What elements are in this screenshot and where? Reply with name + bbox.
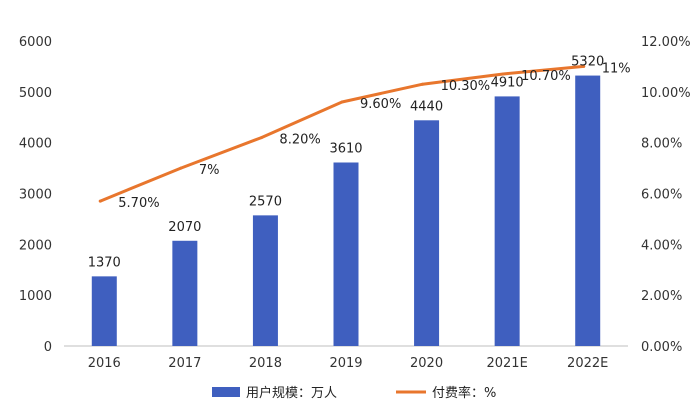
line-point [259,136,263,140]
y-right-tick-label: 4.00% [641,238,682,253]
y-left-tick-label: 0 [44,340,52,355]
bar [414,120,440,346]
bar-value-label: 3610 [329,141,362,156]
line-point [98,199,102,203]
legend-label-bar: 用户规模：万人 [246,385,337,401]
bar-series [91,75,601,347]
bar-value-label: 4440 [410,99,443,114]
x-tick-label: 2018 [249,356,282,371]
line-point [501,72,505,76]
y-left-tick-label: 4000 [19,137,52,152]
axes: 0 1000 2000 3000 4000 5000 6000 0.00% 2.00% 4.00%… [19,35,691,371]
y-right-tick-label: 2.00% [641,289,682,304]
line-point [421,82,425,86]
bar-value-label: 2570 [249,194,282,209]
x-tick-label: 2021E [486,356,527,371]
x-tick-label: 2022E [567,356,608,371]
y-left-tick-label: 2000 [19,238,52,253]
data-labels: 1370 2070 2570 3610 4440 4910 5320 5.70% 7% 8.20%… [88,55,631,271]
line-value-label: 8.20% [279,133,320,148]
line-point [179,166,183,170]
line-point [340,100,344,104]
y-left-tick-label: 6000 [19,35,52,50]
bar-value-label: 5320 [571,55,604,70]
line-value-label: 10.30% [441,79,491,94]
y-right-tick-label: 6.00% [641,188,682,203]
y-left-tick-label: 5000 [19,86,52,101]
y-left-tick-label: 3000 [19,188,52,203]
y-right-tick-label: 10.00% [641,86,691,101]
line-value-label: 9.60% [360,97,401,112]
bar [575,75,601,347]
y-left-tick-label: 1000 [19,289,52,304]
line-value-label: 10.70% [521,69,571,84]
y-right-tick-label: 0.00% [641,340,682,355]
bar-value-label: 4910 [491,75,524,90]
legend: 用户规模：万人 付费率：% [212,385,496,401]
x-tick-label: 2016 [88,356,121,371]
line-value-label: 7% [199,163,220,178]
bar [333,162,359,346]
x-tick-label: 2020 [410,356,443,371]
bar-value-label: 2070 [168,220,201,235]
line-value-label: 5.70% [118,196,159,211]
line-value-label: 11% [602,61,631,76]
bar [252,215,278,346]
x-tick-label: 2019 [329,356,362,371]
legend-swatch-bar [212,387,240,397]
x-tick-label: 2017 [168,356,201,371]
bar [91,276,117,346]
line-series [98,64,586,203]
y-right-tick-label: 8.00% [641,137,682,152]
line-point [582,64,586,68]
bar [494,96,520,347]
legend-label-line: 付费率：% [432,385,496,401]
bar [172,240,198,346]
bar-value-label: 1370 [88,255,121,270]
y-right-tick-label: 12.00% [641,35,691,50]
